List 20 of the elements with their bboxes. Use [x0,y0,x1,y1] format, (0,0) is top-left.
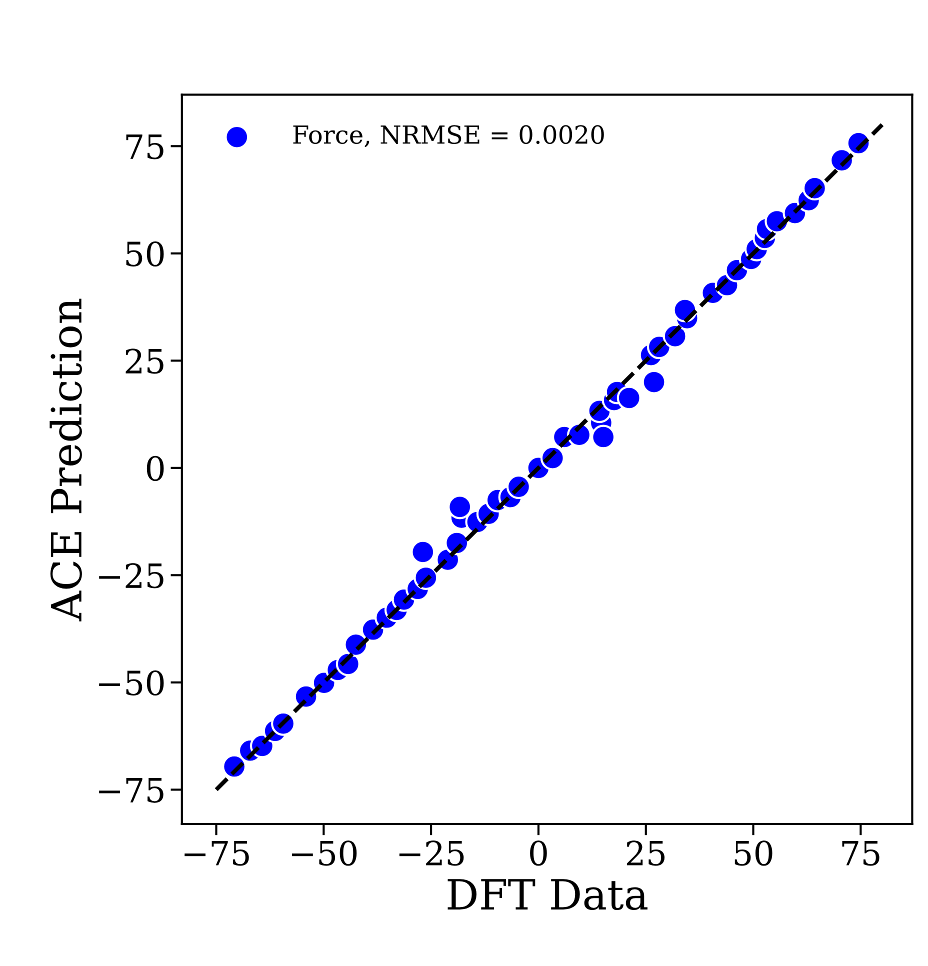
point [616,386,642,410]
point [448,494,472,520]
y-tick-label: 50 [126,241,164,267]
y-tick-label: 75 [126,134,164,160]
x-tick-label: −25 [399,840,464,866]
y-tick-label: −25 [99,563,164,588]
x-tick-label: −75 [184,840,249,866]
x-tick-label: 25 [626,840,664,866]
y-tick-label: 25 [126,348,164,374]
y-tick-label: 0 [146,456,164,482]
point [410,540,436,564]
y-tick-label: −50 [99,670,164,696]
x-tick-label: −50 [292,840,357,866]
x-tick-label: 0 [530,840,547,866]
y-axis-title: ACE Prediction [50,298,82,622]
x-tick-label: 75 [842,840,880,866]
x-tick-label: 50 [734,840,772,866]
x-axis-title: DFT Data [448,879,648,910]
legend-label: Force, NRMSE = 0.0020 [293,125,604,148]
y-tick-label: −75 [99,778,164,803]
